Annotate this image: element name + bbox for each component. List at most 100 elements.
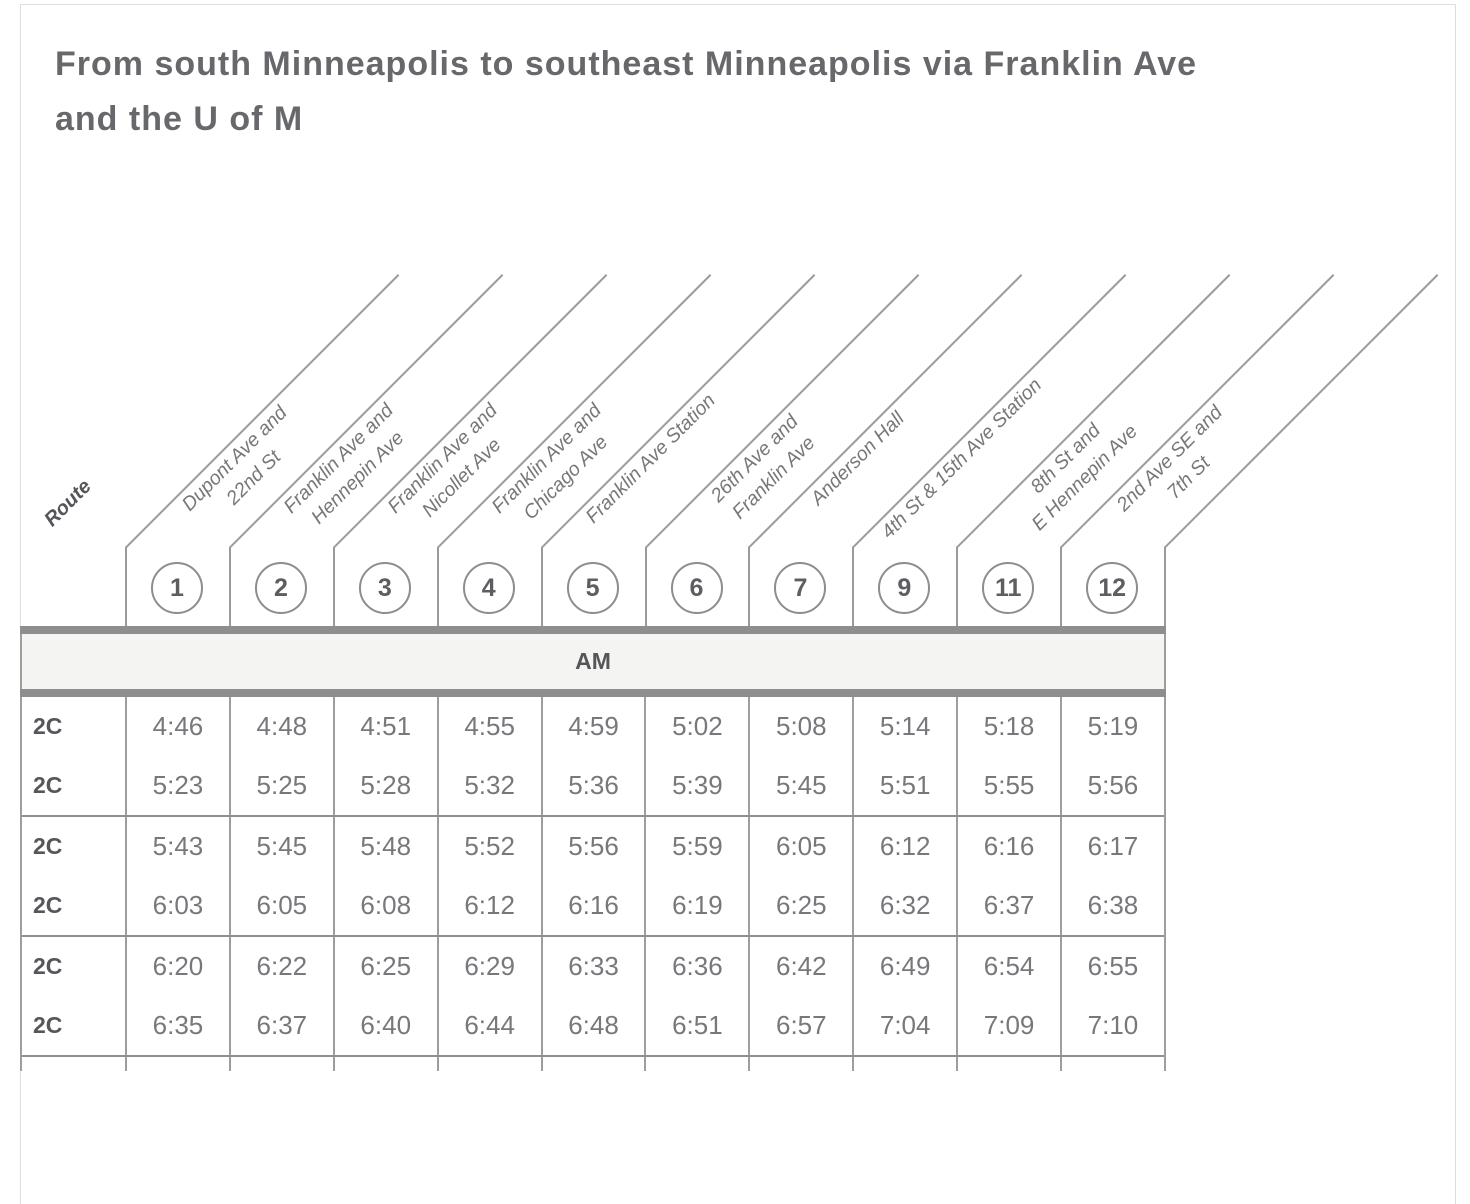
table-top-bar (20, 626, 1166, 634)
time-cell: 6:20 (125, 937, 229, 996)
time-cell: 6:42 (748, 937, 852, 996)
header-column-line (748, 547, 751, 626)
schedule-table: AM 2C 4:46 4:48 4:51 4:55 4:59 5:02 5:08 5:14 5:1… (20, 626, 1166, 1071)
time-cell: 6:19 (644, 876, 748, 935)
time-cell: 6:25 (332, 937, 437, 996)
route-cell (22, 1057, 125, 1071)
time-cell: 5:18 (956, 697, 1060, 756)
time-cell: 6:08 (332, 876, 437, 935)
stop-name-line1: 26th Ave and (706, 410, 803, 507)
stop-number: 11 (994, 573, 1022, 602)
time-cell (228, 1057, 333, 1071)
time-cell: 6:05 (748, 817, 852, 876)
time-cell: 4:48 (228, 697, 333, 756)
stop-number: 5 (585, 573, 600, 602)
trip-group: 2C 5:43 5:45 5:48 5:52 5:56 5:59 6:05 6:12 6:16 6:… (22, 815, 1164, 935)
time-cell: 5:08 (748, 697, 852, 756)
table-body: 2C 4:46 4:48 4:51 4:55 4:59 5:02 5:08 5:14 5:18 5:… (20, 697, 1166, 1071)
time-cell: 5:56 (540, 817, 645, 876)
time-cell: 5:39 (644, 756, 748, 815)
time-cell: 6:12 (852, 817, 956, 876)
header-column-line (852, 547, 855, 626)
time-cell: 6:29 (436, 937, 541, 996)
trip-group: 2C 6:20 6:22 6:25 6:29 6:33 6:36 6:42 6:49 6:54 6:… (22, 935, 1164, 1055)
time-cell: 6:16 (956, 817, 1060, 876)
route-cell: 2C (33, 772, 63, 798)
header-column-line (1164, 547, 1166, 626)
time-cell: 6:37 (228, 996, 333, 1055)
time-cell: 6:40 (332, 996, 437, 1055)
time-cell: 5:25 (228, 756, 333, 815)
stop-header: Route Dupont Ave and 22nd St 1 Franklin Ave… (40, 274, 1439, 626)
time-cell: 5:28 (332, 756, 437, 815)
time-cell: 5:45 (748, 756, 852, 815)
time-cell: 6:22 (228, 937, 333, 996)
stop-number-badge: 5 (566, 562, 619, 614)
header-column-line (540, 547, 543, 626)
time-cell: 4:46 (125, 697, 229, 756)
time-cell: 5:45 (228, 817, 333, 876)
table-row: 2C 5:23 5:25 5:28 5:32 5:36 5:39 5:45 5:51 5:55 5:… (22, 756, 1164, 815)
header-column-line (1060, 547, 1063, 626)
time-cell: 6:57 (748, 996, 852, 1055)
time-cell (748, 1057, 852, 1071)
schedule-card (20, 4, 1456, 1204)
stop-number: 4 (481, 573, 496, 602)
time-cell: 6:05 (228, 876, 333, 935)
route-cell: 2C (33, 953, 63, 979)
stop-number: 9 (897, 573, 912, 602)
time-cell: 5:55 (956, 756, 1060, 815)
time-cell: 5:14 (852, 697, 956, 756)
time-cell: 5:51 (852, 756, 956, 815)
time-cell (540, 1057, 645, 1071)
table-row: 2C 6:20 6:22 6:25 6:29 6:33 6:36 6:42 6:49 6:54 6:… (22, 937, 1164, 996)
stop-number: 3 (377, 573, 392, 602)
time-cell (436, 1057, 541, 1071)
time-cell: 6:32 (852, 876, 956, 935)
time-cell: 6:44 (436, 996, 541, 1055)
time-cell: 6:49 (852, 937, 956, 996)
stop-number: 2 (273, 573, 288, 602)
stop-number-badge: 6 (670, 562, 723, 614)
table-row: 2C 6:35 6:37 6:40 6:44 6:48 6:51 6:57 7:04 7:09 7:… (22, 996, 1164, 1055)
stop-number-badge: 3 (358, 562, 411, 614)
time-cell: 6:33 (540, 937, 645, 996)
time-cell: 5:59 (644, 817, 748, 876)
time-cell: 5:52 (436, 817, 541, 876)
time-cell: 6:16 (540, 876, 645, 935)
time-cell: 5:23 (125, 756, 229, 815)
table-row: 2C 6:03 6:05 6:08 6:12 6:16 6:19 6:25 6:32 6:37 6:… (22, 876, 1164, 935)
time-cell: 6:51 (644, 996, 748, 1055)
route-cell: 2C (33, 1012, 63, 1038)
time-cell (1060, 1057, 1164, 1071)
time-cell: 5:43 (125, 817, 229, 876)
table-row: 2C 4:46 4:48 4:51 4:55 4:59 5:02 5:08 5:14 5:18 5:… (22, 697, 1164, 756)
time-cell: 7:10 (1060, 996, 1164, 1055)
header-column-line (125, 547, 127, 626)
stop-number: 7 (793, 573, 808, 602)
route-cell: 2C (33, 892, 63, 918)
stop-number-badge: 11 (982, 562, 1035, 614)
time-cell: 6:48 (540, 996, 645, 1055)
time-cell: 6:25 (748, 876, 852, 935)
route-column-label: Route (40, 475, 96, 531)
stop-number: 6 (689, 573, 704, 602)
route-cell: 2C (33, 833, 63, 859)
time-cell: 5:19 (1060, 697, 1164, 756)
time-cell: 4:51 (332, 697, 437, 756)
stop-number-badge: 7 (774, 562, 827, 614)
time-cell (644, 1057, 748, 1071)
time-cell: 5:56 (1060, 756, 1164, 815)
stop-number-badge: 9 (878, 562, 931, 614)
time-cell: 5:48 (332, 817, 437, 876)
time-cell (125, 1057, 229, 1071)
time-cell: 6:03 (125, 876, 229, 935)
time-cell: 6:55 (1060, 937, 1164, 996)
header-column-line (956, 547, 959, 626)
stop-number-badge: 1 (151, 562, 203, 614)
time-cell: 5:32 (436, 756, 541, 815)
header-column-line (228, 547, 231, 626)
period-band-bottom-bar (20, 689, 1166, 697)
time-cell: 6:35 (125, 996, 229, 1055)
page-title: From south Minneapolis to southeast Minn… (55, 44, 1198, 138)
